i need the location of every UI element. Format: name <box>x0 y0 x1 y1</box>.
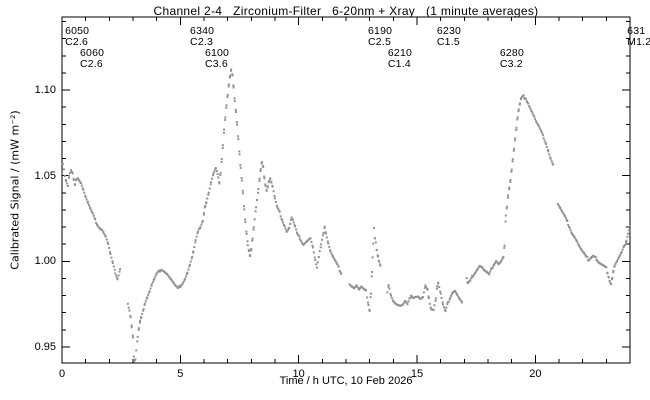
flare-id: 6060 <box>79 47 105 59</box>
flare-class: C3.6 <box>204 58 228 70</box>
flare-id: 6190 <box>368 25 393 37</box>
flare-id: 6050 <box>65 25 90 37</box>
y-axis-label: Calibrated Signal / (mW m⁻²) <box>8 110 22 270</box>
flare-class: C2.5 <box>368 36 391 48</box>
y-tick-label: 1.05 <box>34 169 56 182</box>
flare-class: M1.2 <box>627 36 650 48</box>
y-tick-label: 1.10 <box>34 84 56 97</box>
data-series-dots <box>61 68 631 363</box>
flare-label: 6050 C2.6 <box>65 26 89 48</box>
axis-ticks <box>61 17 631 363</box>
y-tick-label: 1.00 <box>34 255 56 268</box>
flare-class: C3.2 <box>499 58 523 70</box>
flare-id: 6210 <box>387 47 413 59</box>
x-axis-label: Time / h UTC, 10 Feb 2026 <box>279 375 413 387</box>
x-tick-label: 15 <box>410 368 424 380</box>
flare-label: 6280 C3.2 <box>500 48 524 70</box>
flare-label: 6100 C3.6 <box>205 48 229 70</box>
flare-label: 6210 C1.4 <box>388 48 412 70</box>
chart-title: Channel 2-4 Zirconium-Filter 6-20nm + Xr… <box>153 4 539 18</box>
flare-class: C2.6 <box>65 36 89 48</box>
x-tick-label: 5 <box>177 368 184 380</box>
y-tick-label: 0.95 <box>34 341 56 353</box>
flare-class: C1.4 <box>387 58 411 70</box>
flare-id: 6340 <box>190 25 215 37</box>
flare-id: 6230 <box>436 25 462 37</box>
flare-label: 6060 C2.6 <box>80 48 104 70</box>
flare-class: C2.6 <box>79 58 103 70</box>
flare-id: 6100 <box>204 47 230 59</box>
flare-class: C1.5 <box>436 36 460 48</box>
x-tick-label: 20 <box>529 368 542 380</box>
x-tick-label: 0 <box>58 368 66 380</box>
flare-label: 6340 C2.3 <box>190 26 214 48</box>
flare-label: 6190 C2.5 <box>368 26 392 48</box>
flare-label: 6230 C1.5 <box>437 26 461 48</box>
flare-id: 6280 <box>499 47 524 59</box>
flare-class: C2.3 <box>190 36 214 48</box>
x-tick-label: 10 <box>292 368 305 380</box>
flare-label: 631 M1.2 <box>627 26 650 48</box>
flare-id: 631 <box>627 25 646 37</box>
